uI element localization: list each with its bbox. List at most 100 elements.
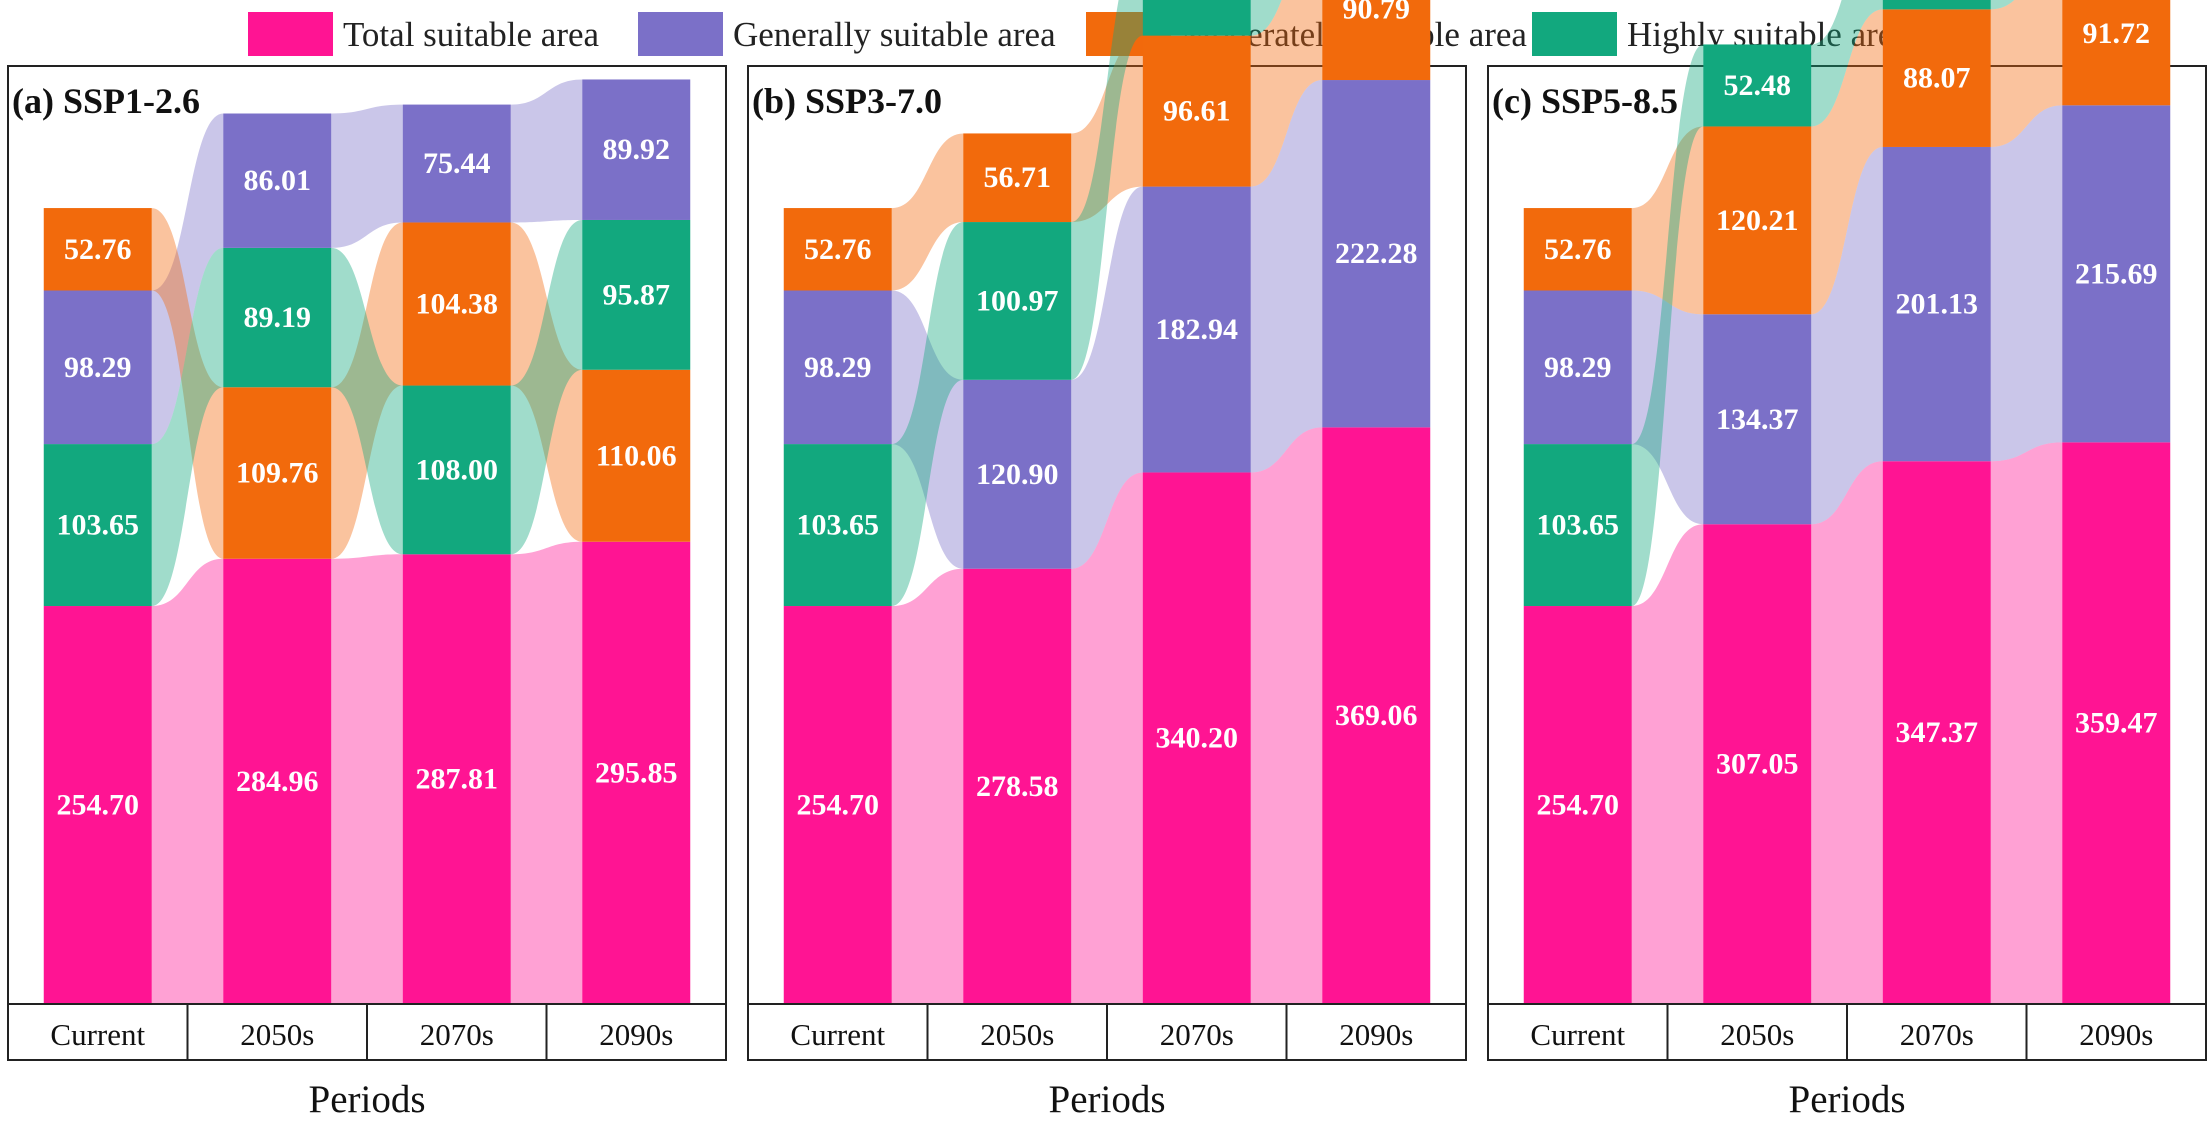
value-label-moderate: 91.72 [2083, 17, 2151, 50]
value-label-high: 103.65 [1537, 509, 1620, 542]
bar-segment-high [1142, 0, 1251, 36]
flow-moderate-1 [151, 208, 224, 559]
bars: 254.70 103.65 98.29 52.76 278.58 120.90 100.97… [783, 0, 1431, 1004]
flow-moderate-3 [510, 222, 583, 542]
value-label-moderate: 52.76 [1544, 233, 1612, 266]
flow-high-3 [1250, 0, 1282, 36]
flow-moderate-2 [1071, 35, 1143, 223]
value-label-total: 284.96 [236, 765, 319, 798]
flow-total-1 [151, 558, 224, 1004]
value-label-total: 254.70 [797, 789, 880, 822]
value-label-general: 89.92 [603, 133, 671, 166]
bar-2090s: 295.85 110.06 95.87 89.92 [582, 79, 691, 1004]
flow-general-1 [1631, 290, 1704, 525]
flow-general-3 [510, 79, 583, 223]
bar-segment-total [582, 541, 691, 1004]
bars: 254.70 103.65 98.29 52.76 284.96 109.76 89.19 8… [43, 79, 691, 1004]
value-label-total: 278.58 [976, 770, 1059, 803]
value-label-moderate: 52.76 [64, 233, 132, 266]
bar-segment-high [223, 247, 332, 388]
bar-segment-moderate [1322, 0, 1431, 81]
flow-moderate-1 [891, 133, 964, 291]
bar-segment-general [1142, 186, 1251, 473]
bar-2050s: 307.05 134.37 120.21 52.48 [1703, 44, 1812, 1004]
bar-2050s: 278.58 120.90 100.97 56.71 [963, 133, 1072, 1004]
bar-segment-total [402, 554, 511, 1004]
flow-high-2 [331, 247, 403, 555]
legend-swatch-total [248, 12, 333, 56]
tick-label: 2050s [240, 1017, 314, 1052]
tick-label: 2070s [1900, 1017, 1974, 1052]
flow-total-3 [1250, 427, 1323, 1004]
value-label-moderate: 90.79 [1343, 0, 1411, 26]
tick-label: 2090s [1339, 1017, 1413, 1052]
value-label-high: 95.87 [603, 278, 671, 311]
flow-general-3 [1990, 105, 2063, 462]
bar-segment-high [582, 219, 691, 370]
flow-moderate-2 [1811, 9, 1883, 315]
x-axis-label: Periods [309, 1078, 426, 1121]
legend-swatch-high [1532, 12, 1617, 56]
tick-label: 2050s [1720, 1017, 1794, 1052]
tick-label: Current [50, 1017, 145, 1052]
bar-segment-general [2062, 105, 2171, 443]
value-label-general: 182.94 [1156, 313, 1239, 346]
tick-label: 2070s [420, 1017, 494, 1052]
bar-segment-total [783, 606, 892, 1004]
bar-segment-general [43, 290, 152, 445]
value-label-general: 98.29 [804, 351, 872, 384]
tick-label: Current [1530, 1017, 1625, 1052]
value-label-general: 222.28 [1335, 237, 1418, 270]
panel-title: (b) SSP3-7.0 [752, 81, 942, 121]
flow-general-2 [331, 104, 403, 248]
flow-total-1 [891, 568, 964, 1004]
bar-segment-moderate [1142, 35, 1251, 187]
tick-label: 2050s [980, 1017, 1054, 1052]
bar-segment-total [963, 568, 1072, 1004]
flow-general-1 [151, 113, 224, 445]
flow-high-3 [510, 219, 583, 555]
bar-segment-high [783, 444, 892, 607]
panels: 254.70 103.65 98.29 52.76 284.96 109.76 89.19 8… [7, 0, 2207, 1121]
bar-segment-general [1882, 146, 1991, 462]
bar-segment-high [1523, 444, 1632, 607]
flow-high-3 [1990, 0, 2015, 10]
value-label-high: 52.48 [1724, 69, 1792, 102]
bar-segment-general [223, 113, 332, 248]
value-label-total: 254.70 [57, 789, 140, 822]
flow-high-2 [1811, 0, 1883, 127]
flows [1631, 0, 2063, 1004]
value-label-moderate: 104.38 [416, 288, 499, 321]
flow-high-1 [151, 247, 224, 607]
value-label-total: 307.05 [1716, 748, 1799, 781]
flow-high-1 [891, 222, 964, 607]
bar-segment-general [1703, 314, 1812, 525]
panel-1: 254.70 103.65 98.29 52.76 284.96 109.76 89.19 8… [7, 65, 727, 1121]
bar-segment-moderate [223, 387, 332, 559]
bar-segment-moderate [1703, 126, 1812, 315]
flow-moderate-3 [1250, 0, 1323, 187]
panel-3: 254.70 103.65 98.29 52.76 307.05 134.37 120.21… [1487, 0, 2207, 1121]
bar-segment-general [402, 104, 511, 223]
tick-label: 2070s [1160, 1017, 1234, 1052]
bar-2070s: 287.81 108.00 104.38 75.44 [402, 104, 511, 1004]
bar-segment-general [783, 290, 892, 445]
value-label-general: 120.90 [976, 458, 1059, 491]
bar-2070s: 340.20 182.94 96.61 60.65 [1142, 0, 1251, 1004]
panel-2: 254.70 103.65 98.29 52.76 278.58 120.90 100.97… [747, 0, 1467, 1121]
bar-segment-total [223, 558, 332, 1004]
flow-moderate-2 [331, 222, 403, 559]
bar-segment-general [582, 79, 691, 220]
bar-segment-moderate [1882, 9, 1991, 147]
value-label-moderate: 56.71 [984, 161, 1052, 194]
flow-general-2 [1071, 186, 1143, 569]
bar-segment-total [43, 606, 152, 1004]
value-label-general: 98.29 [64, 351, 132, 384]
bar-segment-moderate [783, 208, 892, 291]
flows [891, 0, 1323, 1004]
flows [151, 79, 583, 1004]
flow-total-2 [1071, 472, 1143, 1004]
bar-segment-general [1523, 290, 1632, 445]
